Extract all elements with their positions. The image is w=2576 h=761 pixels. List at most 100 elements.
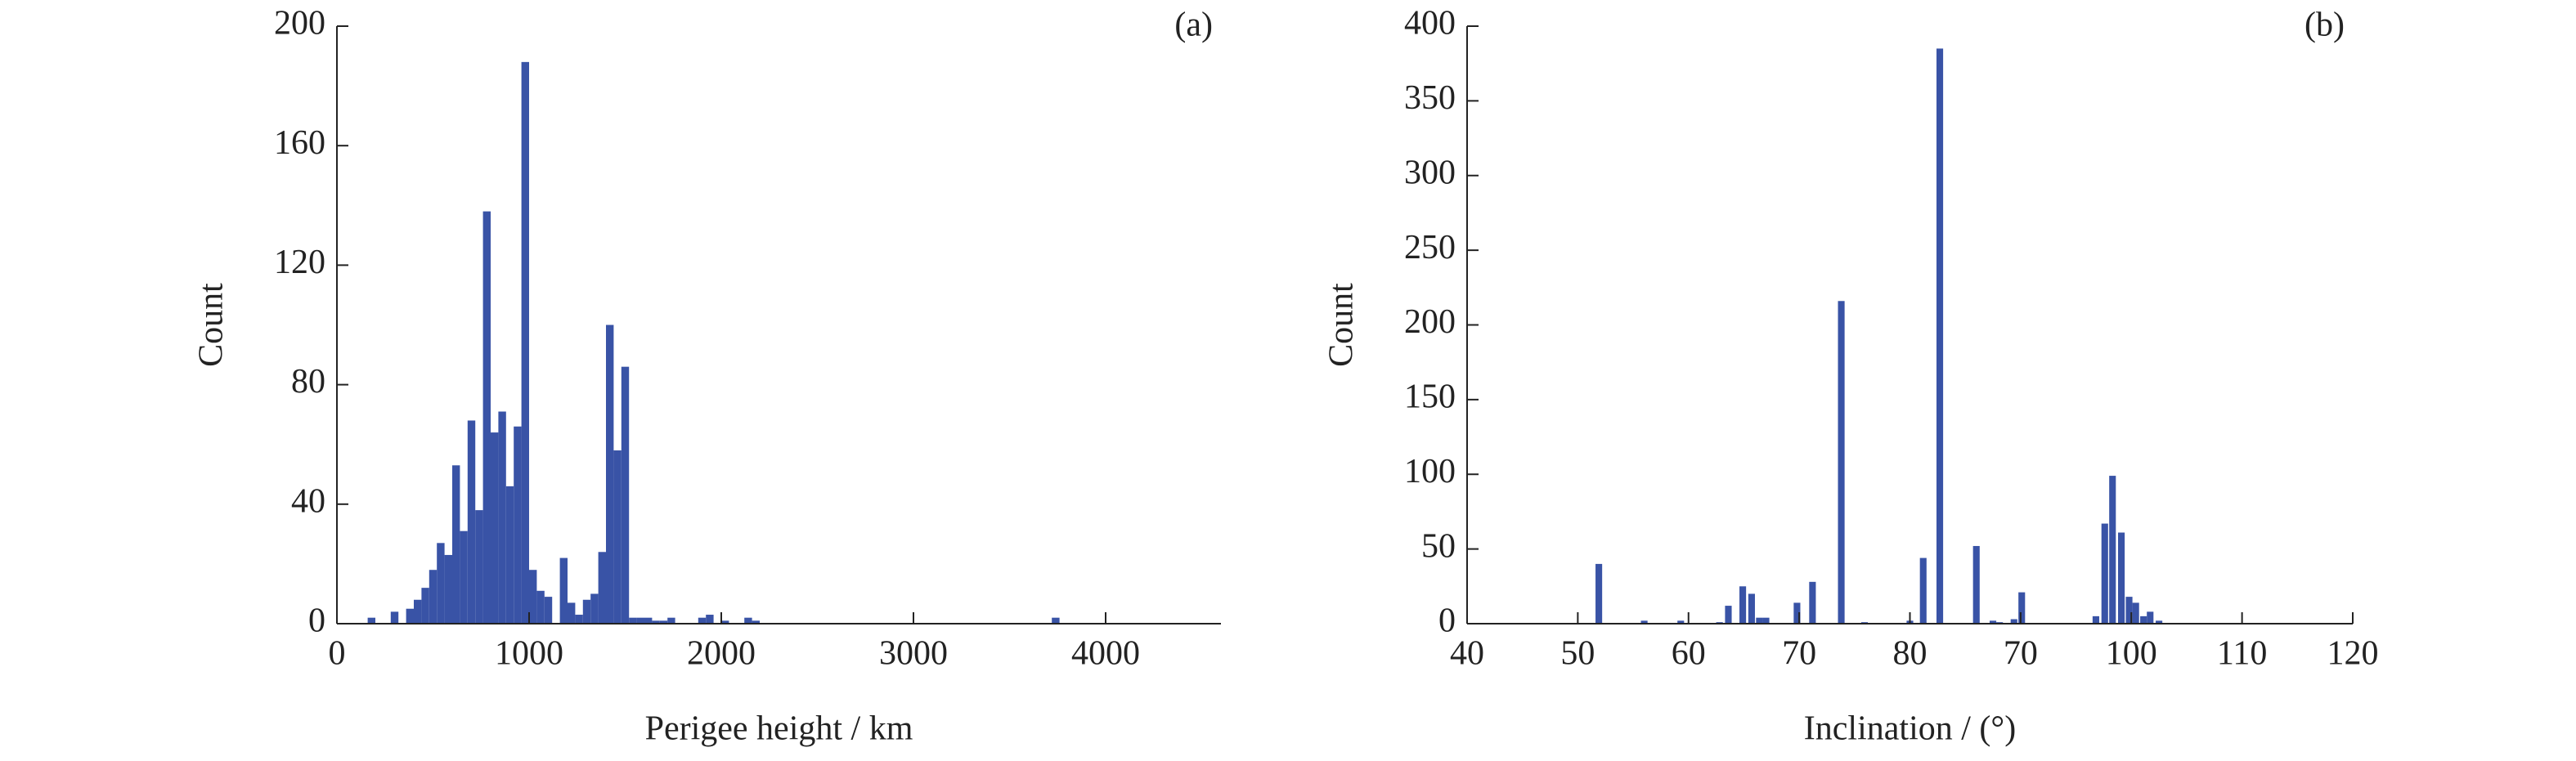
bar [1809, 581, 1816, 624]
bar [644, 617, 653, 624]
bar [1838, 301, 1845, 624]
x-tick-label: 70 [1782, 635, 1816, 673]
y-tick-label: 100 [1404, 453, 1456, 490]
bar [2010, 619, 2017, 624]
bar [590, 593, 599, 624]
bar [414, 599, 422, 624]
bar [659, 620, 668, 624]
panel-label: (a) [1174, 7, 1213, 44]
x-tick-label: 100 [2106, 635, 2157, 673]
panel: 0 50 100 150 200 250 300 350 400 40 50 60 70 80 70 100 1… [1323, 5, 2379, 748]
x-tick-label: 110 [2217, 635, 2267, 673]
bar [467, 420, 476, 624]
bar [2109, 476, 2116, 624]
panel-label: (b) [2304, 7, 2345, 44]
x-axis-title: Inclination / (°) [1804, 710, 2016, 748]
bar [2140, 616, 2147, 624]
x-tick-label: 1000 [495, 635, 563, 673]
bar [721, 620, 729, 624]
y-tick-label: 80 [291, 363, 325, 401]
bar [505, 486, 514, 624]
x-tick-label: 0 [329, 635, 346, 673]
bar [1748, 593, 1755, 624]
bar [536, 590, 545, 624]
bar [752, 620, 760, 624]
bar [636, 617, 644, 624]
bar [2132, 602, 2139, 624]
x-tick-label: 60 [1672, 635, 1706, 673]
bar [1793, 602, 1801, 624]
bar [2118, 532, 2125, 624]
bar [367, 617, 375, 624]
y-tick-label: 200 [1404, 303, 1456, 341]
x-tick-label: 80 [1893, 635, 1928, 673]
bar [1936, 48, 1944, 624]
bar [390, 611, 399, 624]
bar [1762, 617, 1770, 624]
y-axis-title: Count [193, 283, 231, 367]
bar [491, 432, 499, 624]
bar [1595, 563, 1603, 624]
y-axis-title: Count [1323, 283, 1361, 367]
x-tick-label: 3000 [879, 635, 948, 673]
bar [475, 510, 483, 624]
bar [444, 554, 452, 624]
bar [667, 617, 675, 624]
bar [406, 608, 414, 624]
x-tick-label: 4000 [1071, 635, 1140, 673]
x-tick-label: 120 [2327, 635, 2379, 673]
y-tick-label: 0 [308, 602, 325, 640]
bar [514, 426, 522, 624]
y-tick-label: 300 [1404, 154, 1456, 191]
x-tick-label: 50 [1560, 635, 1595, 673]
bar [429, 570, 438, 624]
bar [598, 552, 606, 624]
y-tick-label: 0 [1438, 602, 1456, 640]
bar [2156, 620, 2163, 624]
bar [1739, 586, 1747, 624]
x-axis-title: Perigee height / km [645, 710, 913, 748]
bar [460, 530, 468, 624]
bar [582, 599, 591, 624]
bar [1725, 606, 1732, 624]
bar [544, 597, 553, 624]
bar [2125, 597, 2133, 624]
bar [559, 557, 568, 624]
bar [421, 588, 429, 624]
y-tick-label: 250 [1404, 229, 1456, 266]
bar [575, 615, 583, 624]
bar [621, 366, 630, 624]
x-tick-label: 40 [1450, 635, 1484, 673]
bar [1756, 617, 1763, 624]
bar [452, 465, 460, 624]
bar [1640, 620, 1648, 624]
bar [652, 620, 660, 624]
bar [1919, 557, 1927, 624]
x-tick-label: 70 [2004, 635, 2038, 673]
bar [529, 570, 537, 624]
bar [698, 617, 707, 624]
y-tick-label: 150 [1404, 378, 1456, 416]
bar [706, 615, 714, 624]
bar [606, 325, 614, 624]
bar [482, 211, 491, 624]
bar [629, 617, 637, 624]
y-tick-label: 120 [274, 244, 325, 281]
bar [2092, 616, 2099, 624]
bar [1677, 620, 1685, 624]
bar [568, 602, 576, 624]
bar [1052, 617, 1060, 624]
bar [613, 450, 622, 624]
x-tick-label: 2000 [687, 635, 756, 673]
y-tick-label: 200 [274, 5, 325, 43]
bar [1989, 620, 1997, 624]
bar [521, 61, 529, 624]
bar [2101, 523, 2108, 624]
bar [498, 411, 506, 624]
bar [437, 543, 445, 624]
bar [744, 617, 752, 624]
y-tick-label: 350 [1404, 79, 1456, 117]
y-tick-label: 160 [274, 124, 325, 162]
